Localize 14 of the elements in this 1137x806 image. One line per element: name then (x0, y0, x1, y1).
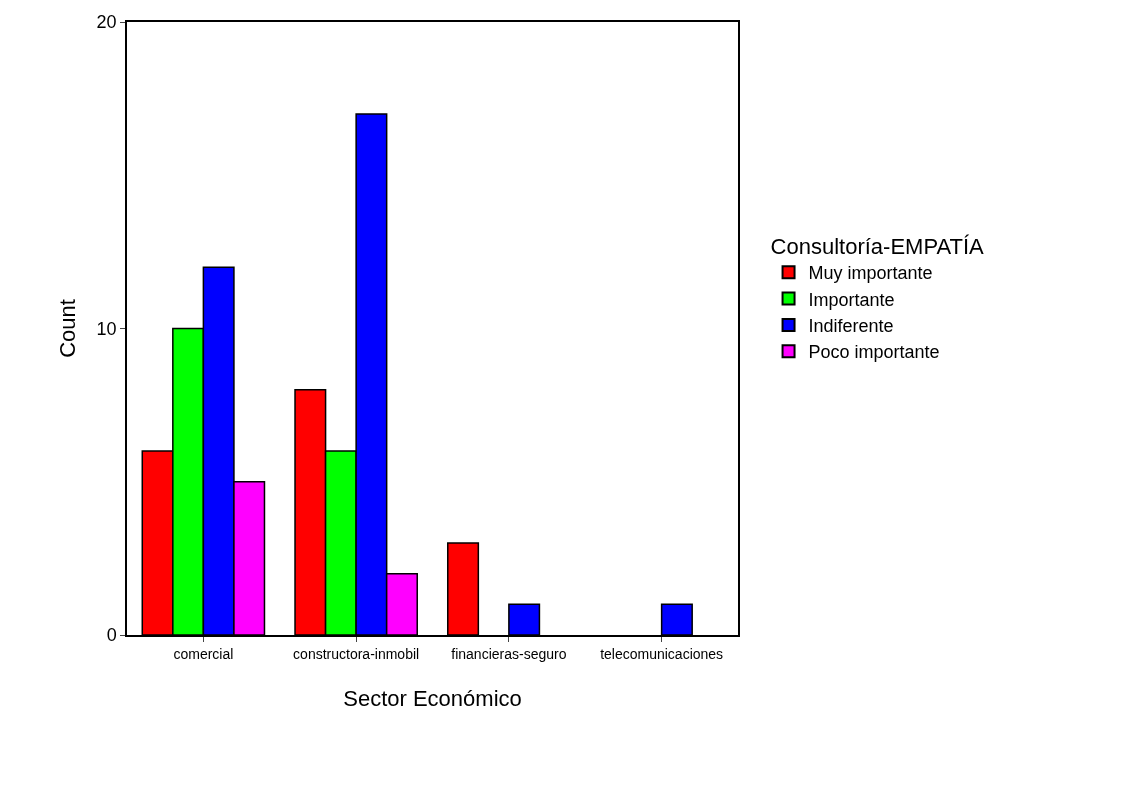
x-tick-label: financieras-seguro (451, 645, 567, 662)
y-tick-label: 0 (106, 625, 117, 646)
legend-label: Poco importante (808, 342, 940, 363)
legend-label: Importante (808, 289, 895, 310)
legend-label: Muy importante (808, 263, 933, 284)
legend-title: Consultoría-EMPATÍA (770, 233, 985, 259)
legend-label: Indiferente (808, 315, 894, 336)
x-tick-label: telecomunicaciones (600, 645, 724, 662)
y-tick-label: 10 (96, 318, 117, 339)
x-axis-title: Sector Económico (343, 685, 522, 711)
x-tick-label: comercial (173, 645, 234, 662)
x-tick-label: constructora-inmobil (293, 645, 420, 662)
y-axis-title: Count (54, 299, 80, 358)
y-tick-label: 20 (96, 12, 117, 33)
